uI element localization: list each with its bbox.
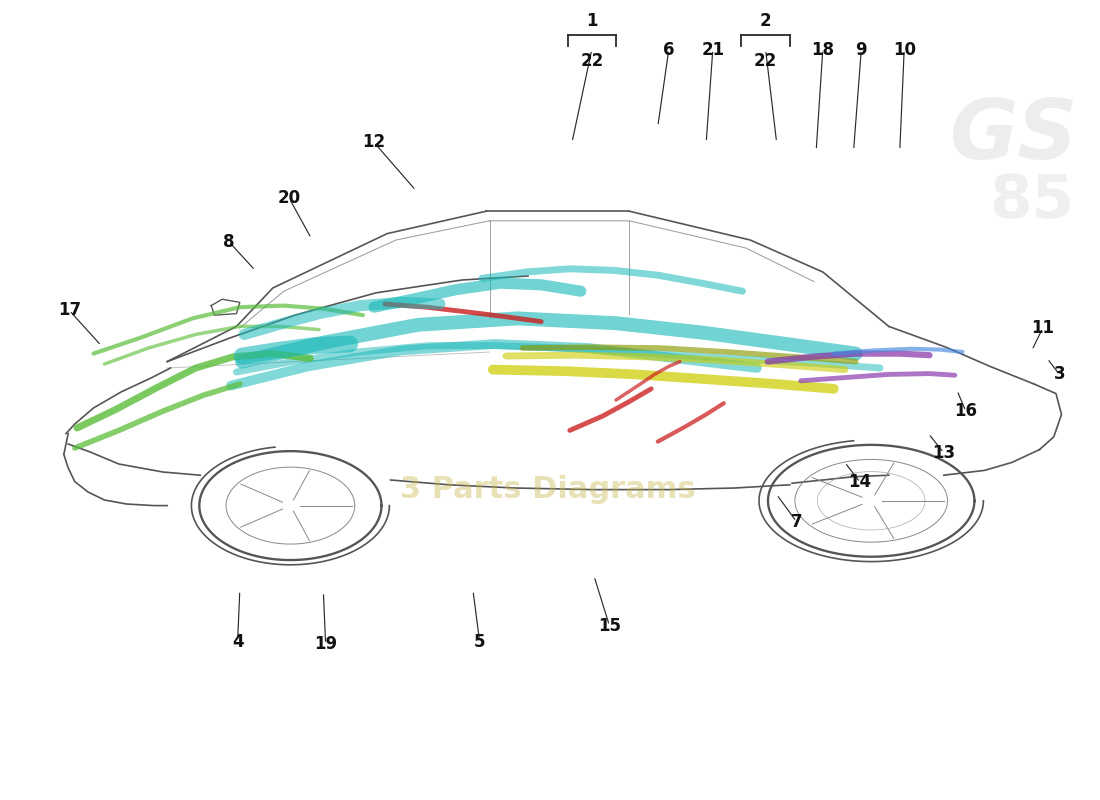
Text: 3 Parts Diagrams: 3 Parts Diagrams — [400, 475, 695, 504]
Text: 20: 20 — [277, 190, 301, 207]
Text: 3: 3 — [1054, 366, 1065, 383]
Text: 17: 17 — [57, 302, 81, 319]
Text: 19: 19 — [314, 635, 338, 653]
Text: 5: 5 — [474, 633, 485, 650]
Text: 6: 6 — [663, 41, 674, 58]
Text: 13: 13 — [932, 444, 956, 462]
Text: 11: 11 — [1032, 319, 1054, 337]
Text: 10: 10 — [893, 41, 915, 58]
Text: GS: GS — [950, 95, 1078, 177]
Text: 15: 15 — [598, 617, 620, 634]
Text: 8: 8 — [223, 233, 234, 250]
Text: 16: 16 — [955, 402, 977, 420]
Text: 21: 21 — [701, 41, 725, 58]
Text: 4: 4 — [232, 633, 243, 650]
Text: 9: 9 — [856, 41, 867, 58]
Text: 7: 7 — [791, 513, 802, 530]
Text: 22: 22 — [754, 52, 778, 70]
Text: 2: 2 — [760, 12, 771, 30]
Text: 14: 14 — [848, 474, 872, 491]
Text: 22: 22 — [580, 52, 604, 70]
Text: 1: 1 — [586, 12, 597, 30]
Text: 12: 12 — [362, 134, 386, 151]
Text: 85: 85 — [989, 172, 1075, 231]
Text: 18: 18 — [812, 41, 834, 58]
